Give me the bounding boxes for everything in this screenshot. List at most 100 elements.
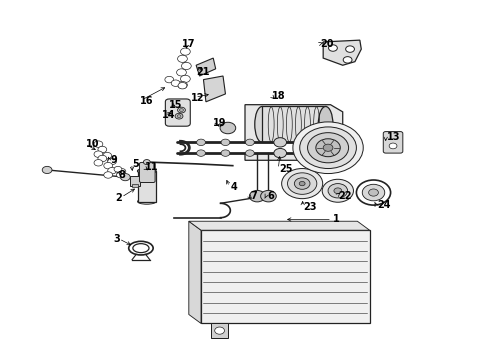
Circle shape <box>245 150 254 156</box>
Circle shape <box>299 181 305 186</box>
Bar <box>201 230 369 323</box>
Polygon shape <box>196 58 216 76</box>
Text: 23: 23 <box>304 202 317 212</box>
Ellipse shape <box>255 107 270 142</box>
Text: 4: 4 <box>230 182 237 192</box>
Ellipse shape <box>138 168 156 174</box>
Text: 2: 2 <box>116 193 122 203</box>
Circle shape <box>103 152 112 159</box>
Polygon shape <box>245 105 343 160</box>
Text: 6: 6 <box>267 191 274 201</box>
Circle shape <box>177 115 181 118</box>
Bar <box>130 176 140 186</box>
Circle shape <box>144 159 150 165</box>
Circle shape <box>94 141 103 147</box>
Text: 16: 16 <box>140 96 153 106</box>
Circle shape <box>389 143 397 149</box>
Text: 9: 9 <box>111 155 118 165</box>
Text: 17: 17 <box>182 39 196 49</box>
Text: 1: 1 <box>333 215 340 224</box>
Circle shape <box>108 167 117 174</box>
Circle shape <box>221 150 230 156</box>
Text: 7: 7 <box>250 191 257 201</box>
Circle shape <box>220 122 236 134</box>
Polygon shape <box>189 221 369 230</box>
Circle shape <box>274 138 287 147</box>
Circle shape <box>215 327 224 334</box>
Ellipse shape <box>318 107 333 142</box>
Text: 24: 24 <box>377 200 391 210</box>
Text: 8: 8 <box>118 170 125 180</box>
Circle shape <box>294 178 310 189</box>
Circle shape <box>316 139 340 157</box>
Text: 21: 21 <box>196 67 210 77</box>
Circle shape <box>179 109 183 112</box>
Circle shape <box>94 159 103 166</box>
Circle shape <box>261 190 276 202</box>
Circle shape <box>108 158 117 165</box>
Text: 12: 12 <box>191 93 205 103</box>
Text: 10: 10 <box>86 139 99 149</box>
Circle shape <box>180 75 190 82</box>
Polygon shape <box>323 40 361 65</box>
FancyBboxPatch shape <box>165 99 190 126</box>
Circle shape <box>177 107 185 113</box>
Circle shape <box>117 172 124 178</box>
Circle shape <box>98 155 107 162</box>
Circle shape <box>176 69 186 76</box>
Circle shape <box>104 172 113 178</box>
Circle shape <box>94 151 103 157</box>
Text: 22: 22 <box>338 191 351 201</box>
Circle shape <box>249 190 265 202</box>
Circle shape <box>362 184 385 201</box>
Circle shape <box>274 148 287 158</box>
FancyBboxPatch shape <box>383 132 403 153</box>
Text: 25: 25 <box>279 164 293 174</box>
Circle shape <box>165 76 173 83</box>
Circle shape <box>328 184 347 198</box>
Circle shape <box>293 122 363 174</box>
Bar <box>132 184 138 187</box>
Circle shape <box>180 48 190 55</box>
Text: 3: 3 <box>113 234 120 244</box>
Polygon shape <box>203 76 225 102</box>
Circle shape <box>343 57 352 63</box>
Bar <box>138 171 156 202</box>
Circle shape <box>329 45 337 51</box>
Circle shape <box>175 113 183 119</box>
Circle shape <box>114 166 122 172</box>
FancyBboxPatch shape <box>140 162 155 183</box>
Circle shape <box>368 189 378 196</box>
Polygon shape <box>180 141 189 154</box>
Circle shape <box>196 150 205 156</box>
Text: 11: 11 <box>145 162 158 172</box>
Circle shape <box>196 139 205 145</box>
Circle shape <box>221 139 230 145</box>
Text: 14: 14 <box>162 111 175 121</box>
Text: 19: 19 <box>213 118 227 128</box>
Circle shape <box>300 127 356 168</box>
Circle shape <box>282 168 323 199</box>
Circle shape <box>177 55 187 62</box>
Circle shape <box>104 162 113 169</box>
Circle shape <box>288 173 317 194</box>
Circle shape <box>177 81 187 89</box>
Circle shape <box>171 80 180 86</box>
Circle shape <box>334 188 342 194</box>
Circle shape <box>322 179 353 202</box>
Circle shape <box>323 144 333 151</box>
Circle shape <box>121 174 130 181</box>
Text: 15: 15 <box>169 100 183 110</box>
Text: 5: 5 <box>133 159 139 169</box>
Circle shape <box>345 46 354 52</box>
Circle shape <box>245 139 254 145</box>
Text: 13: 13 <box>387 132 400 142</box>
Circle shape <box>308 133 348 163</box>
Circle shape <box>42 166 52 174</box>
Bar <box>211 323 228 338</box>
Ellipse shape <box>138 199 156 204</box>
Circle shape <box>181 62 191 69</box>
Circle shape <box>118 168 126 174</box>
Text: 18: 18 <box>272 91 286 101</box>
Polygon shape <box>189 221 201 323</box>
